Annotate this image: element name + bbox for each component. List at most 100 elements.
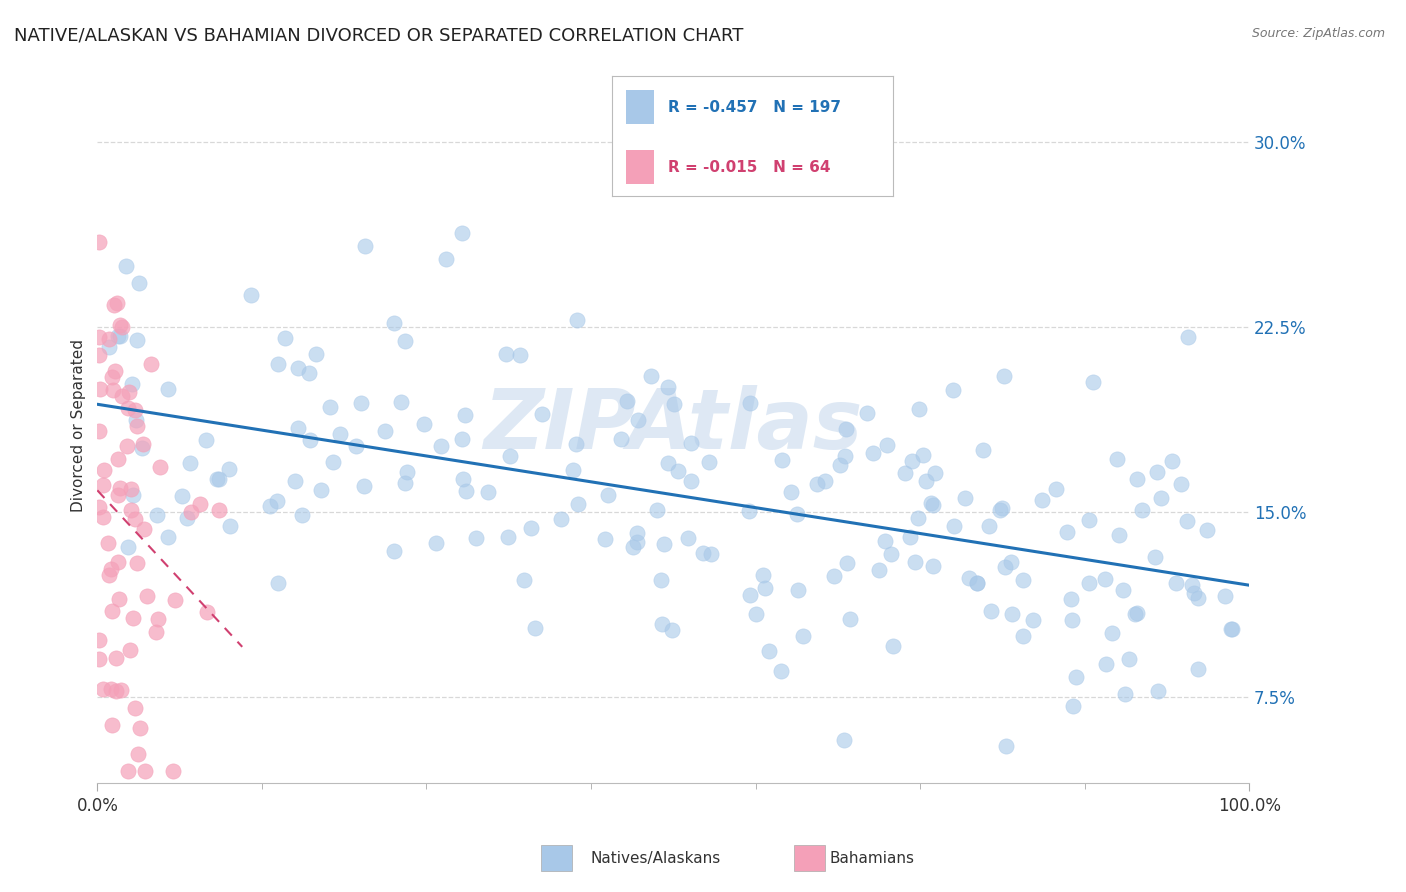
Point — [239, 287, 262, 301]
Text: NATIVE/ALASKAN VS BAHAMIAN DIVORCED OR SEPARATED CORRELATION CHART: NATIVE/ALASKAN VS BAHAMIAN DIVORCED OR S… — [14, 27, 744, 45]
Point — [562, 463, 585, 477]
Point — [792, 629, 814, 643]
Point — [134, 764, 156, 778]
Point — [108, 592, 131, 607]
Point — [1108, 527, 1130, 541]
Point — [87, 348, 110, 362]
Point — [1001, 607, 1024, 621]
Point — [1149, 491, 1171, 505]
Point — [1105, 451, 1128, 466]
Point — [120, 643, 142, 657]
Point — [1187, 591, 1209, 605]
Point — [454, 484, 477, 499]
Point — [430, 439, 453, 453]
Point — [914, 474, 936, 488]
Point — [813, 475, 835, 489]
Point — [1175, 514, 1198, 528]
Point — [1130, 503, 1153, 517]
Point — [943, 519, 966, 533]
Point — [531, 408, 554, 422]
Point — [127, 747, 149, 762]
Point — [650, 573, 672, 587]
Point — [770, 665, 793, 679]
Point — [880, 547, 903, 561]
Point — [93, 463, 115, 477]
Point — [309, 483, 332, 498]
Point — [110, 318, 132, 332]
Point — [1182, 586, 1205, 600]
Point — [350, 395, 373, 409]
Point — [834, 449, 856, 463]
Point — [752, 568, 775, 582]
Point — [1083, 375, 1105, 389]
Point — [146, 508, 169, 523]
Point — [1164, 575, 1187, 590]
Point — [994, 560, 1017, 574]
Point — [163, 593, 186, 607]
Point — [103, 298, 125, 312]
Point — [994, 739, 1017, 754]
Point — [873, 534, 896, 549]
Text: Source: ZipAtlas.com: Source: ZipAtlas.com — [1251, 27, 1385, 40]
Point — [465, 531, 488, 545]
Point — [697, 455, 720, 469]
Point — [862, 446, 884, 460]
Text: ZIPAtlas: ZIPAtlas — [484, 385, 863, 467]
Point — [91, 478, 114, 492]
Point — [626, 534, 648, 549]
Point — [681, 435, 703, 450]
Point — [103, 364, 125, 378]
Text: Natives/Alaskans: Natives/Alaskans — [591, 851, 721, 865]
Point — [176, 511, 198, 525]
Point — [132, 522, 155, 536]
Point — [101, 718, 124, 732]
Point — [120, 482, 142, 496]
Point — [1045, 482, 1067, 496]
Point — [900, 454, 922, 468]
Point — [700, 547, 723, 561]
Point — [787, 582, 810, 597]
Point — [911, 448, 934, 462]
Point — [828, 458, 851, 472]
Point — [128, 276, 150, 290]
Point — [87, 235, 110, 250]
Point — [666, 464, 689, 478]
Point — [110, 683, 132, 698]
Point — [645, 502, 668, 516]
Point — [115, 439, 138, 453]
Point — [856, 406, 879, 420]
Point — [1012, 629, 1035, 643]
Point — [616, 394, 638, 409]
Point — [738, 504, 761, 518]
Point — [907, 402, 929, 417]
Point — [681, 474, 703, 488]
Point — [745, 607, 768, 622]
Point — [136, 589, 159, 603]
Point — [115, 259, 138, 273]
Bar — [626, 90, 654, 124]
Point — [953, 491, 976, 505]
Point — [188, 497, 211, 511]
Point — [593, 532, 616, 546]
Point — [1219, 622, 1241, 636]
Point — [195, 434, 218, 448]
Point — [738, 588, 761, 602]
Point — [219, 519, 242, 533]
Point — [353, 239, 375, 253]
Point — [267, 575, 290, 590]
Point — [1094, 572, 1116, 586]
Point — [1126, 471, 1149, 485]
Point — [149, 460, 172, 475]
Point — [567, 497, 589, 511]
Point — [657, 380, 679, 394]
Point — [907, 511, 929, 525]
Point — [127, 556, 149, 570]
Point — [1114, 687, 1136, 701]
Point — [396, 465, 419, 479]
Text: R = -0.015   N = 64: R = -0.015 N = 64 — [668, 160, 831, 175]
Point — [496, 531, 519, 545]
Point — [382, 316, 405, 330]
Point — [107, 451, 129, 466]
Point — [124, 512, 146, 526]
Point — [652, 537, 675, 551]
